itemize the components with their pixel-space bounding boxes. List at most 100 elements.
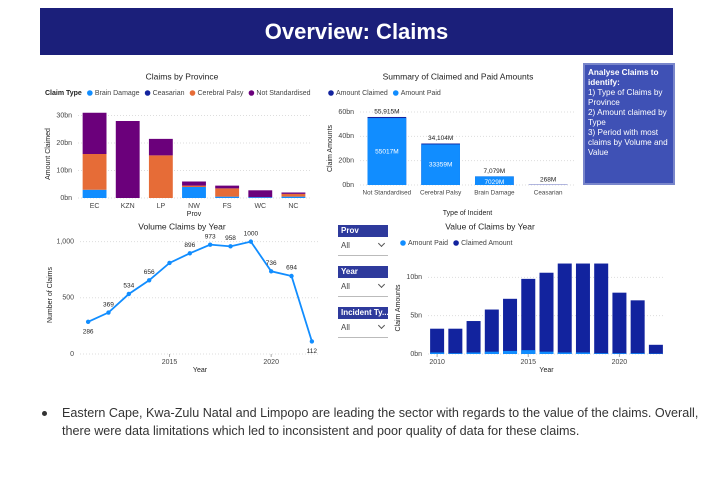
x-tick-label: 2015 [520,359,536,366]
bar [448,328,463,354]
data-label: 973 [205,233,216,240]
bar [430,352,445,354]
bar [248,197,273,198]
bar [594,263,609,354]
bar [539,272,554,354]
y-tick-label: 10bn [56,167,72,174]
data-label: 7,079M [484,168,506,175]
point [228,244,233,249]
x-tick-label: KZN [121,203,135,210]
data-label: 286 [83,329,94,336]
note-heading: Analyse Claims to identify: [588,68,659,87]
line [87,240,313,342]
x-tick-label: 2020 [263,359,279,366]
bar [539,351,554,354]
bar [575,263,590,354]
x-tick-label: EC [90,203,100,210]
bar [557,263,572,354]
y-tick-label: 40bn [338,133,354,140]
point [106,310,111,315]
bar [281,192,306,194]
slicer[interactable]: Incident Ty... All [338,307,388,338]
y-tick-label: 500 [62,295,74,302]
note-item: 3) Period with most claims by Volume and… [588,128,668,157]
slicer-dropdown[interactable]: All [338,319,388,338]
y-tick-label: 20bn [338,158,354,165]
bar [575,352,590,354]
charts: Claims by Province Amount Claimed Prov 0bn 1… [45,71,665,374]
data-label: 268M [540,176,556,183]
slicer[interactable]: Prov All [338,225,388,256]
bar [521,350,536,354]
bar [448,353,463,354]
x-axis-label: Year [539,367,554,374]
legend-marker [392,90,399,96]
bar [182,187,206,198]
bar [215,196,240,198]
bar [503,298,518,354]
data-label: 369 [103,301,114,308]
bar [148,138,173,156]
y-tick-label: 0bn [60,195,72,202]
y-tick-label: 5bn [410,313,422,320]
slicer[interactable]: Year All [338,266,388,297]
point [167,260,172,266]
y-tick-label: 0bn [342,182,354,189]
bar [182,185,206,187]
x-tick-label: WC [254,203,266,210]
legend-marker [328,90,334,96]
y-axis-label: Claim Amounts [395,284,402,332]
legend-label: Ceasarian [153,90,185,97]
y-tick-label: 10bn [406,274,422,281]
legend-label: Not Standardised [256,90,310,97]
bar [630,353,645,354]
bar [484,351,499,354]
slicer-label: Prov [338,225,388,237]
bar [557,352,572,354]
legend-marker [400,240,406,246]
data-label: 1000 [244,230,259,237]
bullet-text: Eastern Cape, Kwa-Zulu Natal and Limpopo… [42,404,712,440]
slicer-label: Year [338,266,388,278]
point [309,339,315,344]
bar [612,353,627,354]
x-tick-label: 2010 [429,359,445,366]
bar [215,185,240,189]
bar [594,353,609,354]
bar [281,196,306,198]
y-axis-label: Claim Amounts [327,124,334,172]
x-tick-label: 2020 [612,359,628,366]
data-label: 656 [144,269,155,276]
bar [82,189,107,198]
note-item: 1) Type of Claims by Province [588,88,663,107]
chart-title: Value of Claims by Year [445,221,535,231]
point [126,291,132,297]
bar [648,344,663,354]
bar [82,154,107,190]
x-tick-label: Brain Damage [474,190,515,197]
bar [503,350,518,354]
slicer-label: Incident Ty... [338,307,388,319]
bar [475,176,514,185]
legend-marker [248,90,255,96]
chart-title: Summary of Claimed and Paid Amounts [383,71,534,81]
data-label: 7029M [484,179,504,186]
y-tick-label: 20bn [56,140,72,147]
data-label: 736 [266,260,277,267]
data-label: 534 [123,283,134,290]
legend-label: Claimed Amount [461,240,512,247]
x-axis-label: Year [193,367,208,374]
slicer-dropdown[interactable]: All [338,278,388,297]
legend-marker [144,90,151,96]
slicer-dropdown[interactable]: All [338,237,388,256]
y-tick-label: 0bn [410,351,422,358]
bar [148,155,173,198]
data-label: 33359M [429,161,453,168]
chart-title: Volume Claims by Year [138,221,226,231]
legend-marker [189,90,196,96]
x-tick-label: NW [188,203,200,210]
page-title: Overview: Claims [264,18,449,44]
point [248,239,254,244]
bar [612,292,627,354]
x-tick-label: Not Standardised [363,190,412,197]
